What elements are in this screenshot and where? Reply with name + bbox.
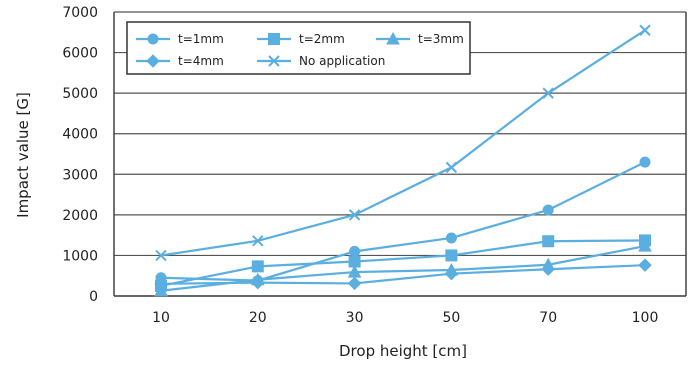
legend-marker [268,33,280,45]
legend: t=1mm t=2mm t=3mm t=4mm No application [126,21,471,75]
data-point [639,156,651,168]
data-point [251,260,264,273]
x-tick-label: 70 [539,310,557,326]
data-point [349,245,361,257]
data-point [638,239,652,252]
series-3 [154,258,652,291]
data-point [638,258,652,272]
data-point [639,24,651,36]
x-axis-label: Drop height [cm] [339,342,467,360]
legend-marker [386,31,400,45]
legend-label: t=3mm [418,32,464,46]
x-tick-labels: 10 20 30 50 70 100 [152,310,658,326]
y-tick-label: 2000 [62,208,98,224]
x-tick-label: 10 [152,310,170,326]
legend-label: t=4mm [178,54,224,68]
data-point [542,235,555,248]
y-axis-label: Impact value [G] [14,92,32,218]
data-point [445,232,457,244]
series-0 [155,156,651,287]
legend-label: t=1mm [178,32,224,46]
legend-marker [146,54,160,68]
legend-label: No application [299,54,385,68]
series-line [160,245,646,292]
data-point [155,249,167,262]
y-tick-label: 1000 [62,248,98,264]
series-4 [155,24,651,262]
legend-marker [268,55,280,67]
data-point [542,87,554,99]
legend-item: t=2mm [257,32,345,46]
legend-item: t=3mm [376,31,464,46]
x-tick-label: 20 [249,310,267,326]
legend-box [126,21,471,75]
series-line [160,29,646,257]
data-point [251,275,265,290]
data-point [445,161,458,174]
series-line [160,239,646,287]
legend-marker [147,33,159,45]
data-point [541,262,555,276]
data-point [542,204,554,216]
y-tick-label: 6000 [62,46,98,62]
y-tick-label: 5000 [62,86,98,102]
data-point [348,209,361,221]
series-line [160,161,646,282]
legend-label: t=2mm [299,32,345,46]
data-point [444,266,459,281]
x-tick-label: 100 [632,310,659,326]
x-tick-label: 50 [442,310,460,326]
y-tick-label: 3000 [62,167,98,183]
data-point [252,235,264,247]
data-point [347,276,362,291]
legend-item: t=4mm [136,54,224,68]
data-point [445,249,458,262]
y-tick-label: 7000 [62,5,98,21]
y-tick-label: 0 [89,289,98,305]
y-tick-label: 4000 [62,127,98,143]
legend-item: No application [257,54,385,68]
legend-item: t=1mm [136,32,224,46]
y-tick-labels: 0 1000 2000 3000 4000 5000 6000 7000 [62,5,98,305]
data-point [154,277,168,291]
series-line [160,264,646,285]
x-tick-label: 30 [346,310,364,326]
series-group [154,24,652,297]
